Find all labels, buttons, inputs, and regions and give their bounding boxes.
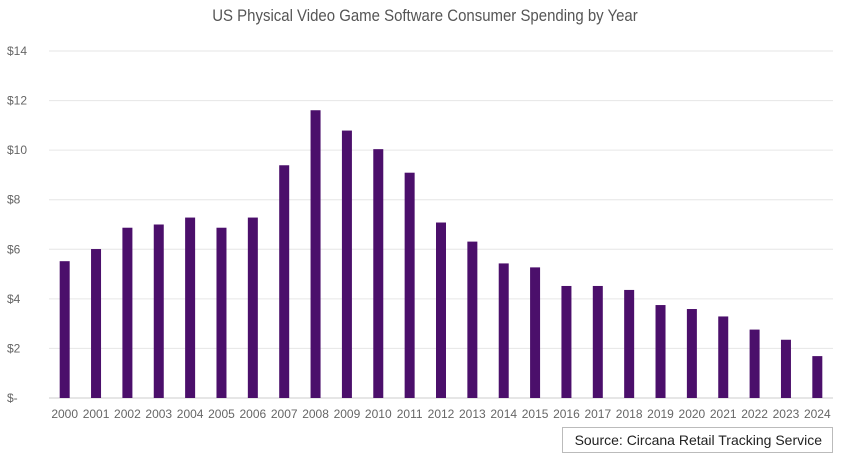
x-tick-label: 2009 <box>334 407 361 421</box>
x-tick-label: 2005 <box>208 407 235 421</box>
x-tick-label: 2002 <box>114 407 141 421</box>
bar-2024 <box>812 356 823 398</box>
x-tick-label: 2018 <box>616 407 643 421</box>
bar-2008 <box>310 110 321 398</box>
x-tick-label: 2013 <box>459 407 486 421</box>
bar-2007 <box>279 165 290 398</box>
y-tick-label: $10 <box>7 143 27 157</box>
bar-2020 <box>686 309 697 398</box>
chart-title: US Physical Video Game Software Consumer… <box>212 6 638 25</box>
bar-2010 <box>373 149 384 398</box>
bar-2018 <box>624 289 635 398</box>
bar-2004 <box>185 217 196 398</box>
bar-2021 <box>718 316 729 398</box>
x-tick-label: 2012 <box>428 407 455 421</box>
bar-2016 <box>561 285 572 398</box>
y-tick-label: $12 <box>7 94 27 108</box>
bar-2019 <box>655 305 666 398</box>
y-tick-label: $8 <box>7 193 21 207</box>
bar-2006 <box>247 217 258 398</box>
bar-2012 <box>436 222 446 398</box>
y-tick-label: $- <box>7 391 18 405</box>
bar-2002 <box>122 227 133 398</box>
bar-2022 <box>749 329 760 398</box>
bar-2005 <box>216 227 227 398</box>
x-tick-label: 2014 <box>490 407 517 421</box>
x-tick-label: 2000 <box>51 407 78 421</box>
y-tick-label: $2 <box>7 341 21 355</box>
x-tick-label: 2011 <box>397 407 423 421</box>
x-tick-label: 2004 <box>177 407 204 421</box>
y-tick-label: $4 <box>7 292 21 306</box>
y-tick-label: $6 <box>7 242 21 256</box>
x-tick-label: 2015 <box>522 407 549 421</box>
bar-2023 <box>780 339 791 398</box>
x-tick-label: 2016 <box>553 407 580 421</box>
source-note: Source: Circana Retail Tracking Service <box>562 427 833 453</box>
bar-2015 <box>530 267 541 398</box>
x-tick-label: 2020 <box>679 407 706 421</box>
x-tick-label: 2001 <box>83 407 110 421</box>
x-tick-label: 2019 <box>647 407 674 421</box>
x-tick-label: 2008 <box>302 407 329 421</box>
bar-2009 <box>341 130 352 399</box>
x-tick-label: 2021 <box>710 407 737 421</box>
x-tick-label: 2023 <box>773 407 800 421</box>
x-tick-label: 2022 <box>741 407 768 421</box>
y-tick-label: $14 <box>7 44 27 58</box>
x-tick-label: 2006 <box>239 407 266 421</box>
x-tick-label: 2017 <box>584 407 611 421</box>
bar-2003 <box>153 224 164 398</box>
bar-2014 <box>498 263 509 398</box>
x-tick-label: 2007 <box>271 407 298 421</box>
bar-2001 <box>91 249 102 398</box>
x-tick-label: 2024 <box>804 407 831 421</box>
bar-2017 <box>592 285 603 398</box>
bar-2000 <box>59 261 70 398</box>
x-tick-label: 2010 <box>365 407 392 421</box>
bar-2011 <box>404 172 415 398</box>
x-tick-label: 2003 <box>145 407 172 421</box>
bar-2013 <box>467 241 478 398</box>
